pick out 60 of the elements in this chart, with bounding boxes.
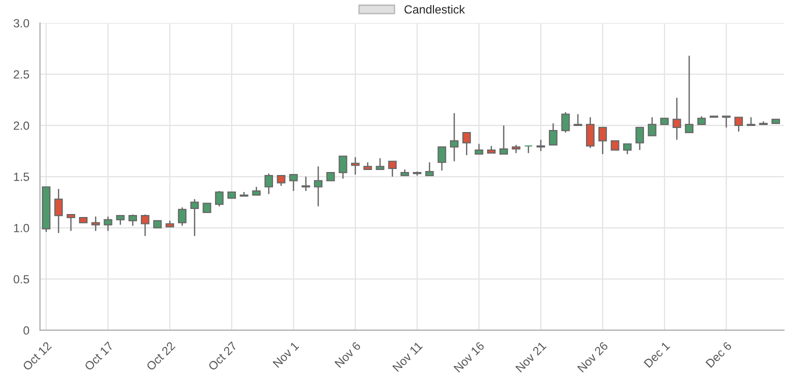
y-tick-label: 1.0 bbox=[14, 224, 30, 232]
x-tick-label: Dec 1 bbox=[644, 341, 670, 368]
candlestick bbox=[54, 188, 63, 234]
x-tick-label: Nov 1 bbox=[272, 341, 300, 368]
candlestick bbox=[66, 214, 76, 232]
x-tick-label: Nov 16 bbox=[453, 341, 485, 373]
candlestick bbox=[438, 146, 446, 172]
candlestick bbox=[178, 206, 186, 226]
candlestick bbox=[623, 143, 632, 155]
candlestick bbox=[264, 172, 274, 195]
candlestick bbox=[586, 116, 595, 149]
text: Candlestick bbox=[404, 4, 465, 14]
candlestick bbox=[474, 143, 484, 155]
candlestick bbox=[338, 156, 348, 180]
candlestick bbox=[561, 112, 570, 134]
y-tick-label: 2.5 bbox=[14, 70, 30, 79]
candlestick bbox=[140, 214, 150, 237]
candlestick bbox=[722, 116, 731, 128]
candlestick bbox=[598, 126, 607, 155]
candlestick bbox=[388, 160, 397, 178]
candlestick bbox=[672, 97, 682, 140]
x-tick-label: Oct 27 bbox=[208, 341, 238, 371]
candlestick bbox=[276, 174, 286, 186]
candlestick bbox=[91, 216, 100, 232]
x-tick-label: Oct 22 bbox=[146, 341, 176, 371]
candlestick bbox=[648, 116, 656, 136]
candlestick bbox=[610, 140, 620, 151]
candlestick bbox=[684, 55, 694, 134]
candlestick bbox=[190, 198, 199, 237]
y-tick-label: 1.5 bbox=[14, 172, 30, 182]
candlestick bbox=[302, 176, 310, 192]
x-tick-label: Dec 6 bbox=[705, 341, 732, 368]
candlestick bbox=[425, 162, 434, 176]
y-tick-label: 0.5 bbox=[14, 275, 30, 284]
candlestick bbox=[376, 158, 384, 170]
x-tick-label: Nov 21 bbox=[515, 341, 547, 373]
x-tick-label: Nov 11 bbox=[392, 341, 423, 372]
candlestick bbox=[202, 202, 212, 214]
candlestick bbox=[314, 166, 322, 207]
candlestick bbox=[128, 214, 138, 226]
candlestick bbox=[635, 126, 644, 151]
candlestick bbox=[499, 124, 508, 155]
x-tick-label: Nov 6 bbox=[334, 341, 362, 368]
y-tick-label: 2.0 bbox=[14, 121, 30, 130]
candlestick bbox=[116, 214, 125, 226]
candlestick bbox=[450, 112, 459, 162]
x-tick-label: Nov 26 bbox=[577, 341, 608, 373]
y-tick-label: 3.0 bbox=[14, 19, 30, 28]
candlestick bbox=[548, 122, 558, 146]
candlestick bbox=[215, 190, 224, 207]
candlestick bbox=[462, 132, 471, 156]
y-tick-label: 0 bbox=[23, 326, 30, 335]
candlestick bbox=[536, 139, 546, 152]
candlestick bbox=[289, 174, 298, 192]
candlestick bbox=[734, 116, 743, 132]
candlestick bbox=[104, 216, 112, 232]
candlestick bbox=[351, 156, 360, 176]
x-tick-label: Oct 17 bbox=[84, 341, 114, 371]
x-tick-label: Oct 12 bbox=[22, 341, 52, 371]
candlestick bbox=[574, 114, 582, 126]
